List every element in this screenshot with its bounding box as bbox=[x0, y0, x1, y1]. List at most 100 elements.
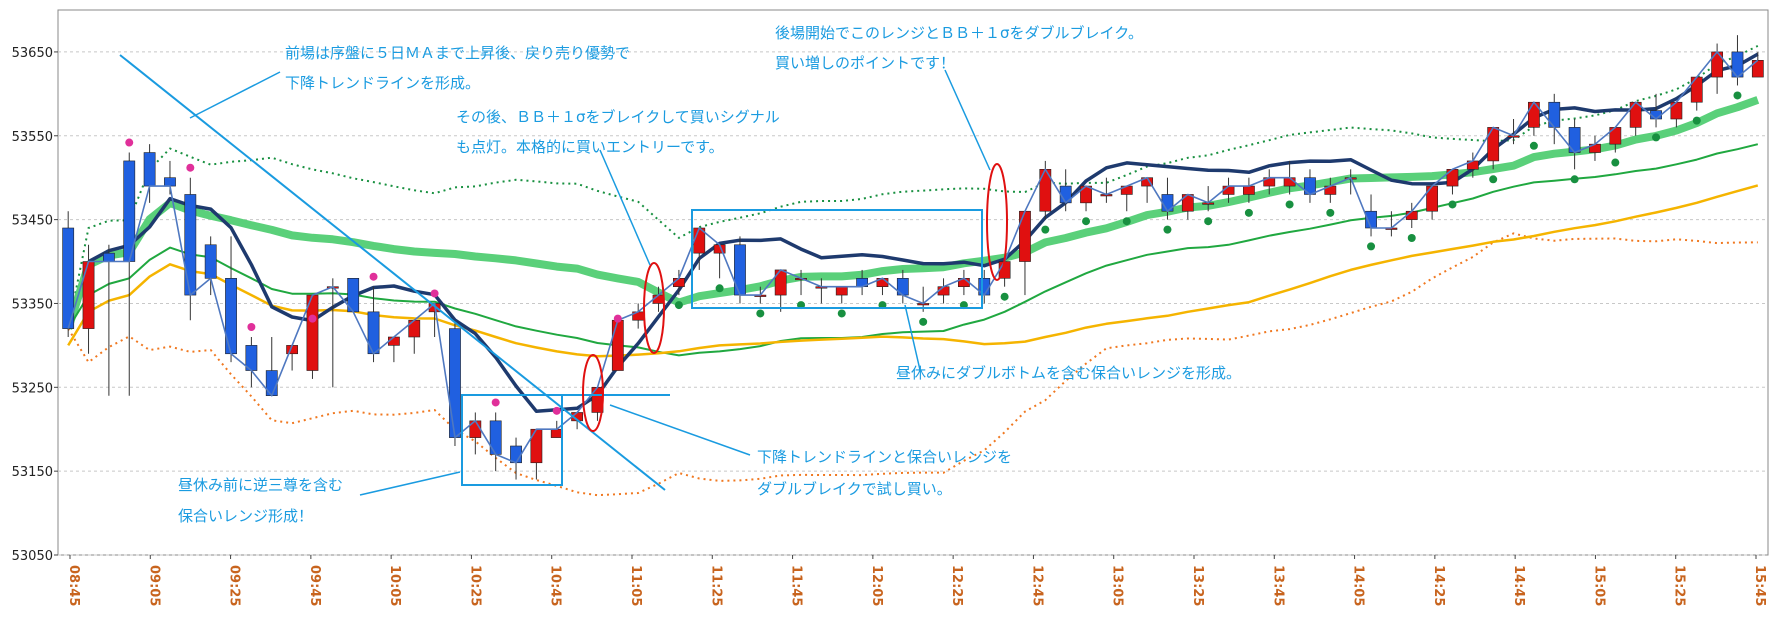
x-tick-label: 15:25 bbox=[1672, 565, 1687, 606]
breakout-circle-1 bbox=[643, 262, 665, 354]
sell-signal-dot bbox=[186, 163, 195, 172]
buy-signal-dot bbox=[1489, 175, 1498, 184]
x-tick-label: 12:45 bbox=[1029, 565, 1044, 606]
x-tick-label: 11:25 bbox=[708, 565, 723, 606]
breakout-circle-3 bbox=[986, 163, 1008, 281]
candle-body bbox=[184, 194, 197, 296]
x-tick-label: 15:45 bbox=[1752, 565, 1767, 606]
candle-body bbox=[449, 328, 461, 438]
sell-signal-dot bbox=[369, 272, 378, 281]
buy-signal-dot bbox=[837, 309, 846, 318]
close-price-line bbox=[67, 51, 1759, 464]
annotation-pointer bbox=[609, 404, 751, 456]
annotation-text: 前場は序盤に５日ＭＡまで上昇後、戻り売り優勢で bbox=[285, 44, 630, 62]
buy-signal-dot bbox=[756, 309, 765, 318]
buy-signal-dot bbox=[1204, 217, 1213, 226]
annotation-text: 買い増しのポイントです！ bbox=[775, 54, 955, 72]
buy-signal-dot bbox=[715, 284, 724, 293]
candle-body bbox=[1019, 210, 1031, 262]
candle-body bbox=[204, 244, 217, 279]
y-tick-label: 53650 bbox=[12, 46, 53, 61]
bb-upper-band bbox=[67, 45, 1759, 329]
bb-plus1-band bbox=[64, 96, 1760, 330]
annotation-pointer bbox=[944, 69, 991, 171]
sell-signal-dot bbox=[552, 406, 561, 415]
x-tick-label: 12:05 bbox=[869, 565, 884, 606]
buy-signal-dot bbox=[1041, 225, 1050, 234]
x-tick-label: 15:05 bbox=[1591, 565, 1606, 606]
candle-body bbox=[734, 244, 746, 296]
x-tick-label: 11:05 bbox=[628, 565, 643, 606]
y-tick-label: 53150 bbox=[12, 465, 53, 480]
y-tick-label: 53550 bbox=[12, 130, 53, 145]
buy-signal-dot bbox=[1367, 242, 1376, 251]
x-tick-label: 14:25 bbox=[1431, 565, 1446, 606]
x-tick-label: 10:25 bbox=[467, 565, 482, 606]
buy-signal-dot bbox=[1163, 225, 1172, 234]
x-tick-label: 09:45 bbox=[307, 565, 322, 606]
buy-signal-dot bbox=[674, 301, 683, 310]
candle-body bbox=[102, 252, 115, 262]
buy-signal-dot bbox=[1448, 200, 1457, 209]
x-tick-label: 09:25 bbox=[227, 565, 242, 606]
annotation-pointer bbox=[904, 304, 921, 371]
annotation-text: も点灯。本格的に買いエントリーです。 bbox=[456, 138, 724, 156]
x-tick-label: 11:45 bbox=[789, 565, 804, 606]
annotation-text: 保合いレンジ形成！ bbox=[178, 507, 313, 525]
buy-signal-dot bbox=[1529, 141, 1538, 150]
sell-signal-dot bbox=[125, 138, 134, 147]
buy-signal-dot bbox=[1733, 91, 1742, 100]
candle-body bbox=[1751, 60, 1764, 78]
annotation-pointer bbox=[599, 149, 651, 266]
y-tick-label: 53250 bbox=[12, 381, 53, 396]
annotation-text: 後場開始でこのレンジとＢＢ＋１σをダブルブレイク。 bbox=[775, 24, 1143, 42]
x-tick-label: 10:05 bbox=[387, 565, 402, 606]
x-tick-label: 08:45 bbox=[66, 565, 81, 606]
sell-signal-dot bbox=[613, 314, 622, 323]
buy-signal-dot bbox=[1122, 217, 1131, 226]
buy-signal-dot bbox=[1000, 292, 1009, 301]
y-tick-label: 53050 bbox=[12, 549, 53, 564]
x-tick-label: 13:25 bbox=[1190, 565, 1205, 606]
annotation-text: 昼休みにダブルボトムを含む保合いレンジを形成。 bbox=[896, 364, 1241, 382]
annotation-pointer bbox=[359, 471, 461, 496]
candle-body bbox=[143, 152, 156, 187]
candle-body bbox=[611, 319, 624, 371]
candle-body bbox=[835, 286, 848, 296]
buy-signal-dot bbox=[1326, 208, 1335, 217]
sell-signal-dot bbox=[308, 314, 317, 323]
breakout-circle-2 bbox=[582, 354, 604, 432]
x-tick-label: 13:45 bbox=[1270, 565, 1285, 606]
annotation-pointer bbox=[189, 71, 281, 119]
candle-body bbox=[164, 177, 176, 187]
sell-signal-dot bbox=[491, 398, 500, 407]
y-tick-label: 53350 bbox=[12, 297, 53, 312]
annotation-text: ダブルブレイクで試し買い。 bbox=[757, 480, 952, 498]
buy-signal-dot bbox=[1285, 200, 1294, 209]
candle-body bbox=[225, 278, 237, 355]
plot-area bbox=[57, 9, 1769, 556]
buy-signal-dot bbox=[1652, 133, 1661, 142]
buy-signal-dot bbox=[1244, 208, 1253, 217]
buy-signal-dot bbox=[1611, 158, 1620, 167]
buy-signal-dot bbox=[1570, 175, 1579, 184]
downtrend-line bbox=[119, 54, 666, 491]
buy-signal-dot bbox=[1407, 234, 1416, 242]
ma5-line bbox=[87, 52, 1759, 414]
bb-lower-band bbox=[67, 232, 1758, 497]
annotation-text: 下降トレンドラインと保合いレンジを bbox=[757, 448, 1012, 466]
x-tick-label: 14:05 bbox=[1351, 565, 1366, 606]
sell-signal-dot bbox=[247, 323, 256, 331]
x-tick-label: 12:25 bbox=[949, 565, 964, 606]
sell-signal-dot bbox=[430, 289, 439, 298]
y-tick-label: 53450 bbox=[12, 214, 53, 229]
buy-signal-dot bbox=[919, 317, 928, 326]
annotation-text: 下降トレンドラインを形成。 bbox=[285, 74, 480, 92]
candle-body bbox=[550, 428, 563, 438]
x-tick-label: 13:05 bbox=[1110, 565, 1125, 606]
candle-body bbox=[62, 227, 75, 329]
range-box-middle bbox=[691, 209, 983, 309]
annotation-text: その後、ＢＢ＋１σをブレイクして買いシグナル bbox=[456, 108, 780, 126]
